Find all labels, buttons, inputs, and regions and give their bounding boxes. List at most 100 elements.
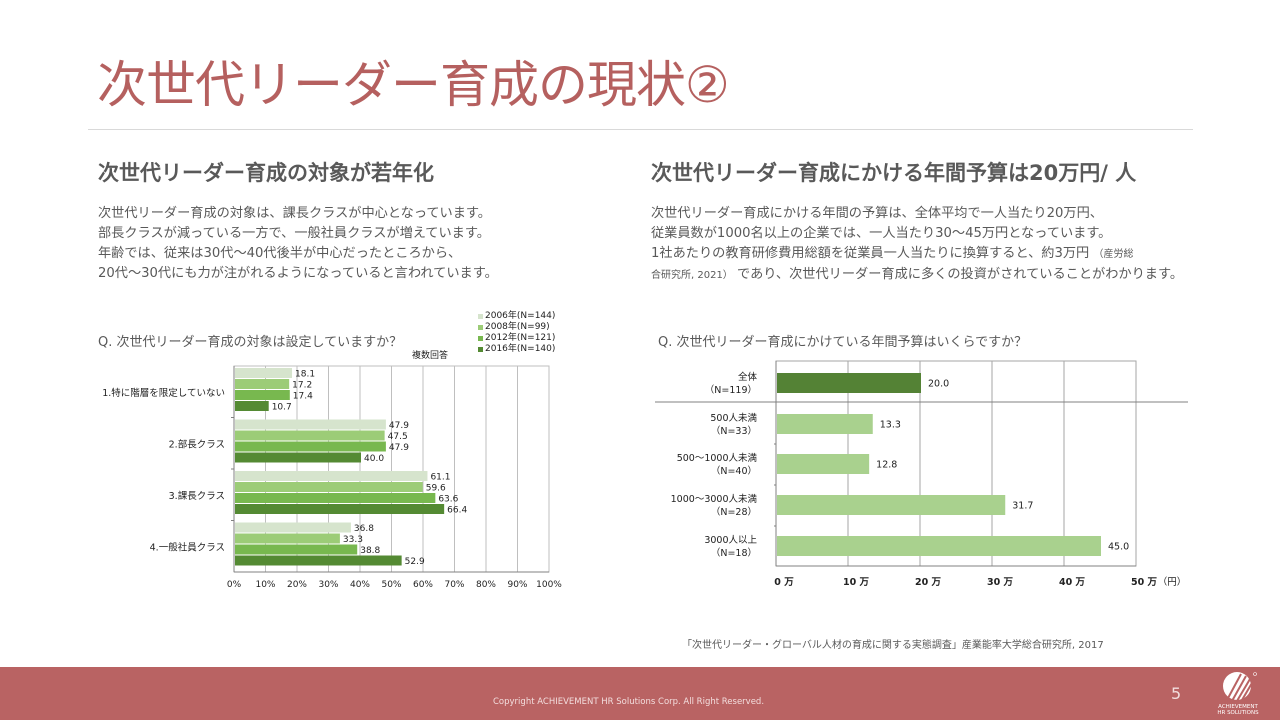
legend-item: 2016年(N=140) xyxy=(478,344,555,355)
category-n: （N=18） xyxy=(711,547,757,559)
data-label: 47.9 xyxy=(389,421,409,431)
bar-2012年(N=121) xyxy=(235,544,358,555)
bar-2016年(N=140) xyxy=(235,401,269,411)
category-n: （N=119） xyxy=(705,384,757,396)
bar-2016年(N=140) xyxy=(235,504,445,514)
footer-bar xyxy=(0,667,1280,720)
bar-2012年(N=121) xyxy=(235,390,290,400)
chart-annual-budget: 0 万 10 万 20 万 30 万 40 万 50 万（円） 20.0 全体（N=119） 1… xyxy=(655,360,1188,588)
category-label: 全体 xyxy=(738,371,758,383)
legend-swatch xyxy=(478,325,483,330)
data-label: 52.9 xyxy=(405,557,425,567)
multiple-answer-note: 複数回答 xyxy=(412,351,449,361)
right-heading: 次世代リーダー育成にかける年間予算は20万円/ 人 xyxy=(651,161,1137,185)
legend-label: 2016年(N=140) xyxy=(485,344,556,354)
legend-swatch xyxy=(478,314,483,319)
bar-2012年(N=121) xyxy=(235,493,436,503)
data-label: 38.8 xyxy=(360,546,380,556)
data-label: 47.9 xyxy=(389,443,409,453)
x-tick-label: 0 万 xyxy=(774,577,794,588)
data-label: 63.6 xyxy=(438,495,458,505)
category-label: 2.部長クラス xyxy=(169,438,225,450)
bar-2006年(N=144) xyxy=(235,368,293,378)
x-tick-label: 40 万 xyxy=(1059,577,1086,588)
data-label: 45.0 xyxy=(1108,542,1129,553)
data-label: 31.7 xyxy=(1012,501,1033,512)
data-label: 66.4 xyxy=(447,506,467,516)
x-tick-label: 50 万 xyxy=(1131,577,1158,588)
x-tick-label: 30% xyxy=(318,580,338,590)
bar-500人未満 xyxy=(777,414,873,434)
x-unit-label: （円） xyxy=(1158,576,1187,588)
right-body: 次世代リーダー育成にかける年間の予算は、全体平均で一人当たり20万円、 従業員数… xyxy=(651,204,1183,286)
company-logo: ACHIEVEMENT HR SOLUTIONS xyxy=(1211,670,1265,718)
category-label: 500人未満 xyxy=(710,412,757,424)
x-tick-label: 60% xyxy=(413,580,433,590)
data-label: 20.0 xyxy=(928,379,949,390)
data-label: 10.7 xyxy=(272,403,292,413)
logo-text: ACHIEVEMENT xyxy=(1218,704,1258,710)
legend: 2006年(N=144) 2008年(N=99) 2012年(N=121) 2016年… xyxy=(478,311,555,355)
category-label: 3.課長クラス xyxy=(169,490,225,502)
right-body-line: 1社あたりの教育研修費用総額を従業員一人当たりに換算すると、約3万円 （産労総 xyxy=(651,246,1134,261)
category-n: （N=28） xyxy=(711,506,757,518)
legend-item: 2006年(N=144) xyxy=(478,311,555,322)
left-body-line: 次世代リーダー育成の対象は、課長クラスが中心となっています。 xyxy=(98,206,491,221)
category-label: 4.一般社員クラス xyxy=(150,541,225,553)
x-tick-label: 100% xyxy=(536,580,562,590)
data-label: 33.3 xyxy=(343,535,363,545)
title-divider xyxy=(88,129,1193,130)
logo-mark-icon xyxy=(1223,672,1257,702)
category-label: 500～1000人未満 xyxy=(677,452,758,464)
data-label: 13.3 xyxy=(880,420,901,431)
x-tick-label: 90% xyxy=(507,580,527,590)
data-label: 17.2 xyxy=(292,381,312,391)
copyright: Copyright ACHIEVEMENT HR Solutions Corp.… xyxy=(493,697,765,707)
data-label: 40.0 xyxy=(364,454,384,464)
x-tick-label: 10 万 xyxy=(843,577,870,588)
legend-label: 2006年(N=144) xyxy=(485,311,556,321)
legend-swatch xyxy=(478,347,483,352)
data-label: 36.8 xyxy=(354,524,374,534)
left-body-line: 20代～30代にも力が注がれるようになっていると言われています。 xyxy=(98,266,498,281)
bar-3000人以上 xyxy=(777,536,1101,556)
bar-2008年(N=99) xyxy=(235,533,340,544)
x-tick-label: 70% xyxy=(444,580,464,590)
bar-1000～3000人未満 xyxy=(777,495,1006,515)
bar-2008年(N=99) xyxy=(235,430,385,441)
x-tick-label: 0% xyxy=(227,580,242,590)
data-label: 17.4 xyxy=(293,392,313,402)
x-tick-label: 20% xyxy=(287,580,307,590)
x-tick-label: 10% xyxy=(255,580,275,590)
legend-label: 2008年(N=99) xyxy=(485,322,550,332)
data-label: 59.6 xyxy=(426,484,446,494)
bar-2012年(N=121) xyxy=(235,441,386,452)
right-body-line: 合研究所, 2021） であり、次世代リーダー育成に多くの投資がされていることが… xyxy=(651,267,1184,282)
data-label: 18.1 xyxy=(295,370,315,380)
left-question: Q. 次世代リーダー育成の対象は設定していますか？ xyxy=(98,335,403,350)
bar-2008年(N=99) xyxy=(235,379,290,389)
left-body-line: 部長クラスが減っている一方で、一般社員クラスが増えています。 xyxy=(98,226,490,241)
category-label: 1.特に階層を限定していない xyxy=(102,387,225,399)
page-title: 次世代リーダー育成の現状② xyxy=(97,56,730,114)
x-tick-label: 80% xyxy=(476,580,496,590)
bar-2006年(N=144) xyxy=(235,471,428,481)
category-n: （N=33） xyxy=(711,425,757,437)
legend-swatch xyxy=(478,336,483,341)
x-tick-label: 20 万 xyxy=(915,577,942,588)
right-question: Q. 次世代リーダー育成にかけている年間予算はいくらですか？ xyxy=(658,335,1028,350)
page-number: 5 xyxy=(1171,684,1182,703)
citation: 合研究所, 2021） xyxy=(651,270,733,281)
source-citation: 「次世代リーダー・グローバル人材の育成に関する実態調査」産業能率大学総合研究所,… xyxy=(682,640,1104,651)
bar-2006年(N=144) xyxy=(235,419,386,430)
legend-item: 2012年(N=121) xyxy=(478,333,555,344)
x-tick-label: 40% xyxy=(350,580,370,590)
left-body-line: 年齢では、従来は30代～40代後半が中心だったところから、 xyxy=(98,246,462,261)
citation: （産労総 xyxy=(1093,249,1134,260)
data-label: 61.1 xyxy=(430,473,450,483)
category-label: 1000～3000人未満 xyxy=(671,493,758,505)
category-n: （N=40） xyxy=(711,465,757,477)
legend-label: 2012年(N=121) xyxy=(485,333,556,343)
left-body: 次世代リーダー育成の対象は、課長クラスが中心となっています。 部長クラスが減って… xyxy=(98,204,498,284)
bar-500～1000人未満 xyxy=(777,454,870,474)
